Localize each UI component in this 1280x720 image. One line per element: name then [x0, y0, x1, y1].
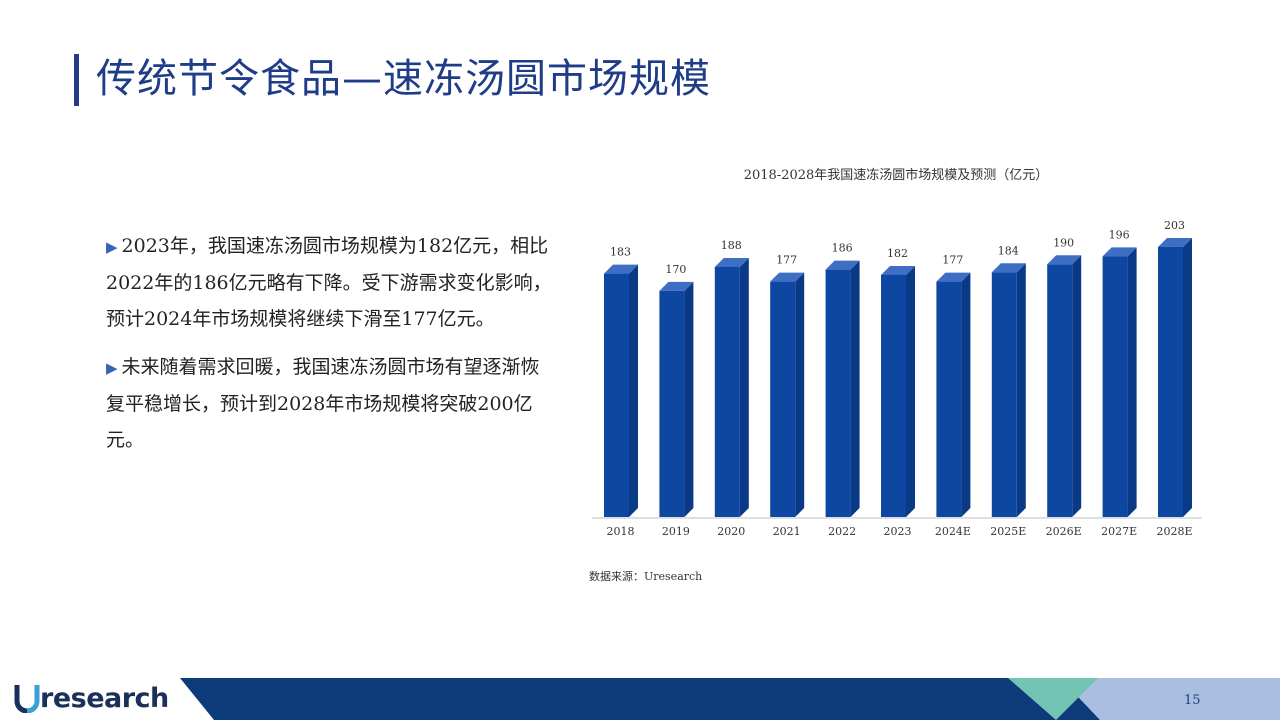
bar-top-2022 [825, 260, 860, 270]
tick-label-2019: 2019 [662, 525, 690, 538]
bar-2024E [936, 281, 962, 517]
tick-label-2023: 2023 [884, 525, 912, 538]
bar-side-2026E [1072, 255, 1082, 518]
data-label-2024E: 177 [942, 254, 963, 267]
bar-top-2024E [936, 272, 971, 282]
data-label-2018: 183 [610, 246, 631, 259]
paragraph-1-text: 2023年，我国速冻汤圆市场规模为182亿元，相比2022年的186亿元略有下降… [106, 235, 552, 330]
bar-2022 [825, 269, 851, 517]
bar-2028E [1158, 247, 1183, 517]
tick-label-2020: 2020 [717, 525, 745, 538]
bar-side-2025E [1016, 263, 1026, 517]
bar-top-2021 [770, 272, 805, 282]
tick-label-2025E: 2025E [990, 525, 1026, 538]
page-title: 传统节令食品—速冻汤圆市场规模 [96, 56, 711, 102]
bar-2019 [659, 290, 685, 517]
logo-u-icon [14, 685, 40, 713]
bar-2021 [770, 281, 796, 517]
chart-title: 2018-2028年我国速冻汤圆市场规模及预测（亿元） [743, 168, 1049, 183]
bar-top-2026E [1047, 255, 1082, 265]
data-label-2022: 186 [832, 242, 853, 255]
bar-side-2028E [1183, 238, 1192, 517]
data-label-2019: 170 [665, 263, 686, 276]
tick-label-2026E: 2026E [1046, 525, 1082, 538]
bar-side-2018 [629, 264, 638, 517]
page-number: 15 [1184, 693, 1201, 708]
paragraph-1: ▶ 2023年，我国速冻汤圆市场规模为182亿元，相比2022年的186亿元略有下… [106, 228, 556, 337]
bar-2020 [714, 266, 740, 517]
bar-side-2020 [739, 257, 749, 517]
data-label-2020: 188 [721, 239, 742, 252]
paragraph-2-text: 未来随着需求回暖，我国速冻汤圆市场有望逐渐恢复平稳增长，预计到2028年市场规模… [106, 356, 540, 451]
data-label-2021: 177 [776, 254, 797, 267]
tick-label-2018: 2018 [607, 525, 635, 538]
bar-2025E [991, 272, 1017, 517]
bar-2027E [1102, 256, 1128, 517]
summary-text: ▶ 2023年，我国速冻汤圆市场规模为182亿元，相比2022年的186亿元略有下… [106, 228, 556, 470]
bar-top-2019 [659, 281, 694, 291]
footer-teal-triangle [1008, 678, 1098, 720]
data-label-2027E: 196 [1109, 228, 1130, 241]
data-label-2023: 182 [887, 247, 908, 260]
triangle-bullet-icon: ▶ [106, 359, 118, 377]
uresearch-logo: research [14, 680, 169, 716]
tick-label-2027E: 2027E [1101, 525, 1137, 538]
tick-label-2028E: 2028E [1156, 525, 1192, 538]
source-note: 数据来源：Uresearch [589, 570, 703, 583]
bar-chart: 183 2018 170 2019 188 2020 177 2021 186 2022 182 20… [592, 219, 1202, 538]
bar-2018 [604, 273, 629, 517]
footer-light-band [1060, 678, 1280, 720]
tick-label-2022: 2022 [828, 525, 856, 538]
title-accent-bar [74, 48, 79, 106]
bar-top-2027E [1102, 247, 1137, 257]
data-label-2025E: 184 [998, 244, 1019, 257]
bar-side-2023 [906, 265, 915, 517]
bar-side-2021 [795, 272, 805, 517]
bar-top-2025E [991, 263, 1026, 273]
paragraph-2: ▶ 未来随着需求回暖，我国速冻汤圆市场有望逐渐恢复平稳增长，预计到2028年市场规… [106, 349, 556, 458]
bar-top-2023 [881, 265, 915, 275]
footer-dark-band [180, 678, 1280, 720]
data-label-2026E: 190 [1053, 236, 1074, 249]
bar-2026E [1047, 264, 1073, 517]
bar-side-2027E [1127, 247, 1137, 517]
footer-band [0, 678, 1280, 720]
data-label-2028E: 203 [1164, 219, 1185, 232]
bar-top-2020 [714, 257, 749, 267]
bar-side-2022 [850, 260, 860, 517]
bar-side-2019 [684, 281, 694, 517]
bar-2023 [881, 274, 906, 517]
logo-text: research [40, 682, 169, 714]
triangle-bullet-icon: ▶ [106, 238, 118, 256]
tick-label-2024E: 2024E [935, 525, 971, 538]
tick-label-2021: 2021 [773, 525, 801, 538]
bar-side-2024E [961, 272, 971, 517]
bar-top-2028E [1158, 238, 1192, 248]
bar-top-2018 [604, 264, 638, 274]
